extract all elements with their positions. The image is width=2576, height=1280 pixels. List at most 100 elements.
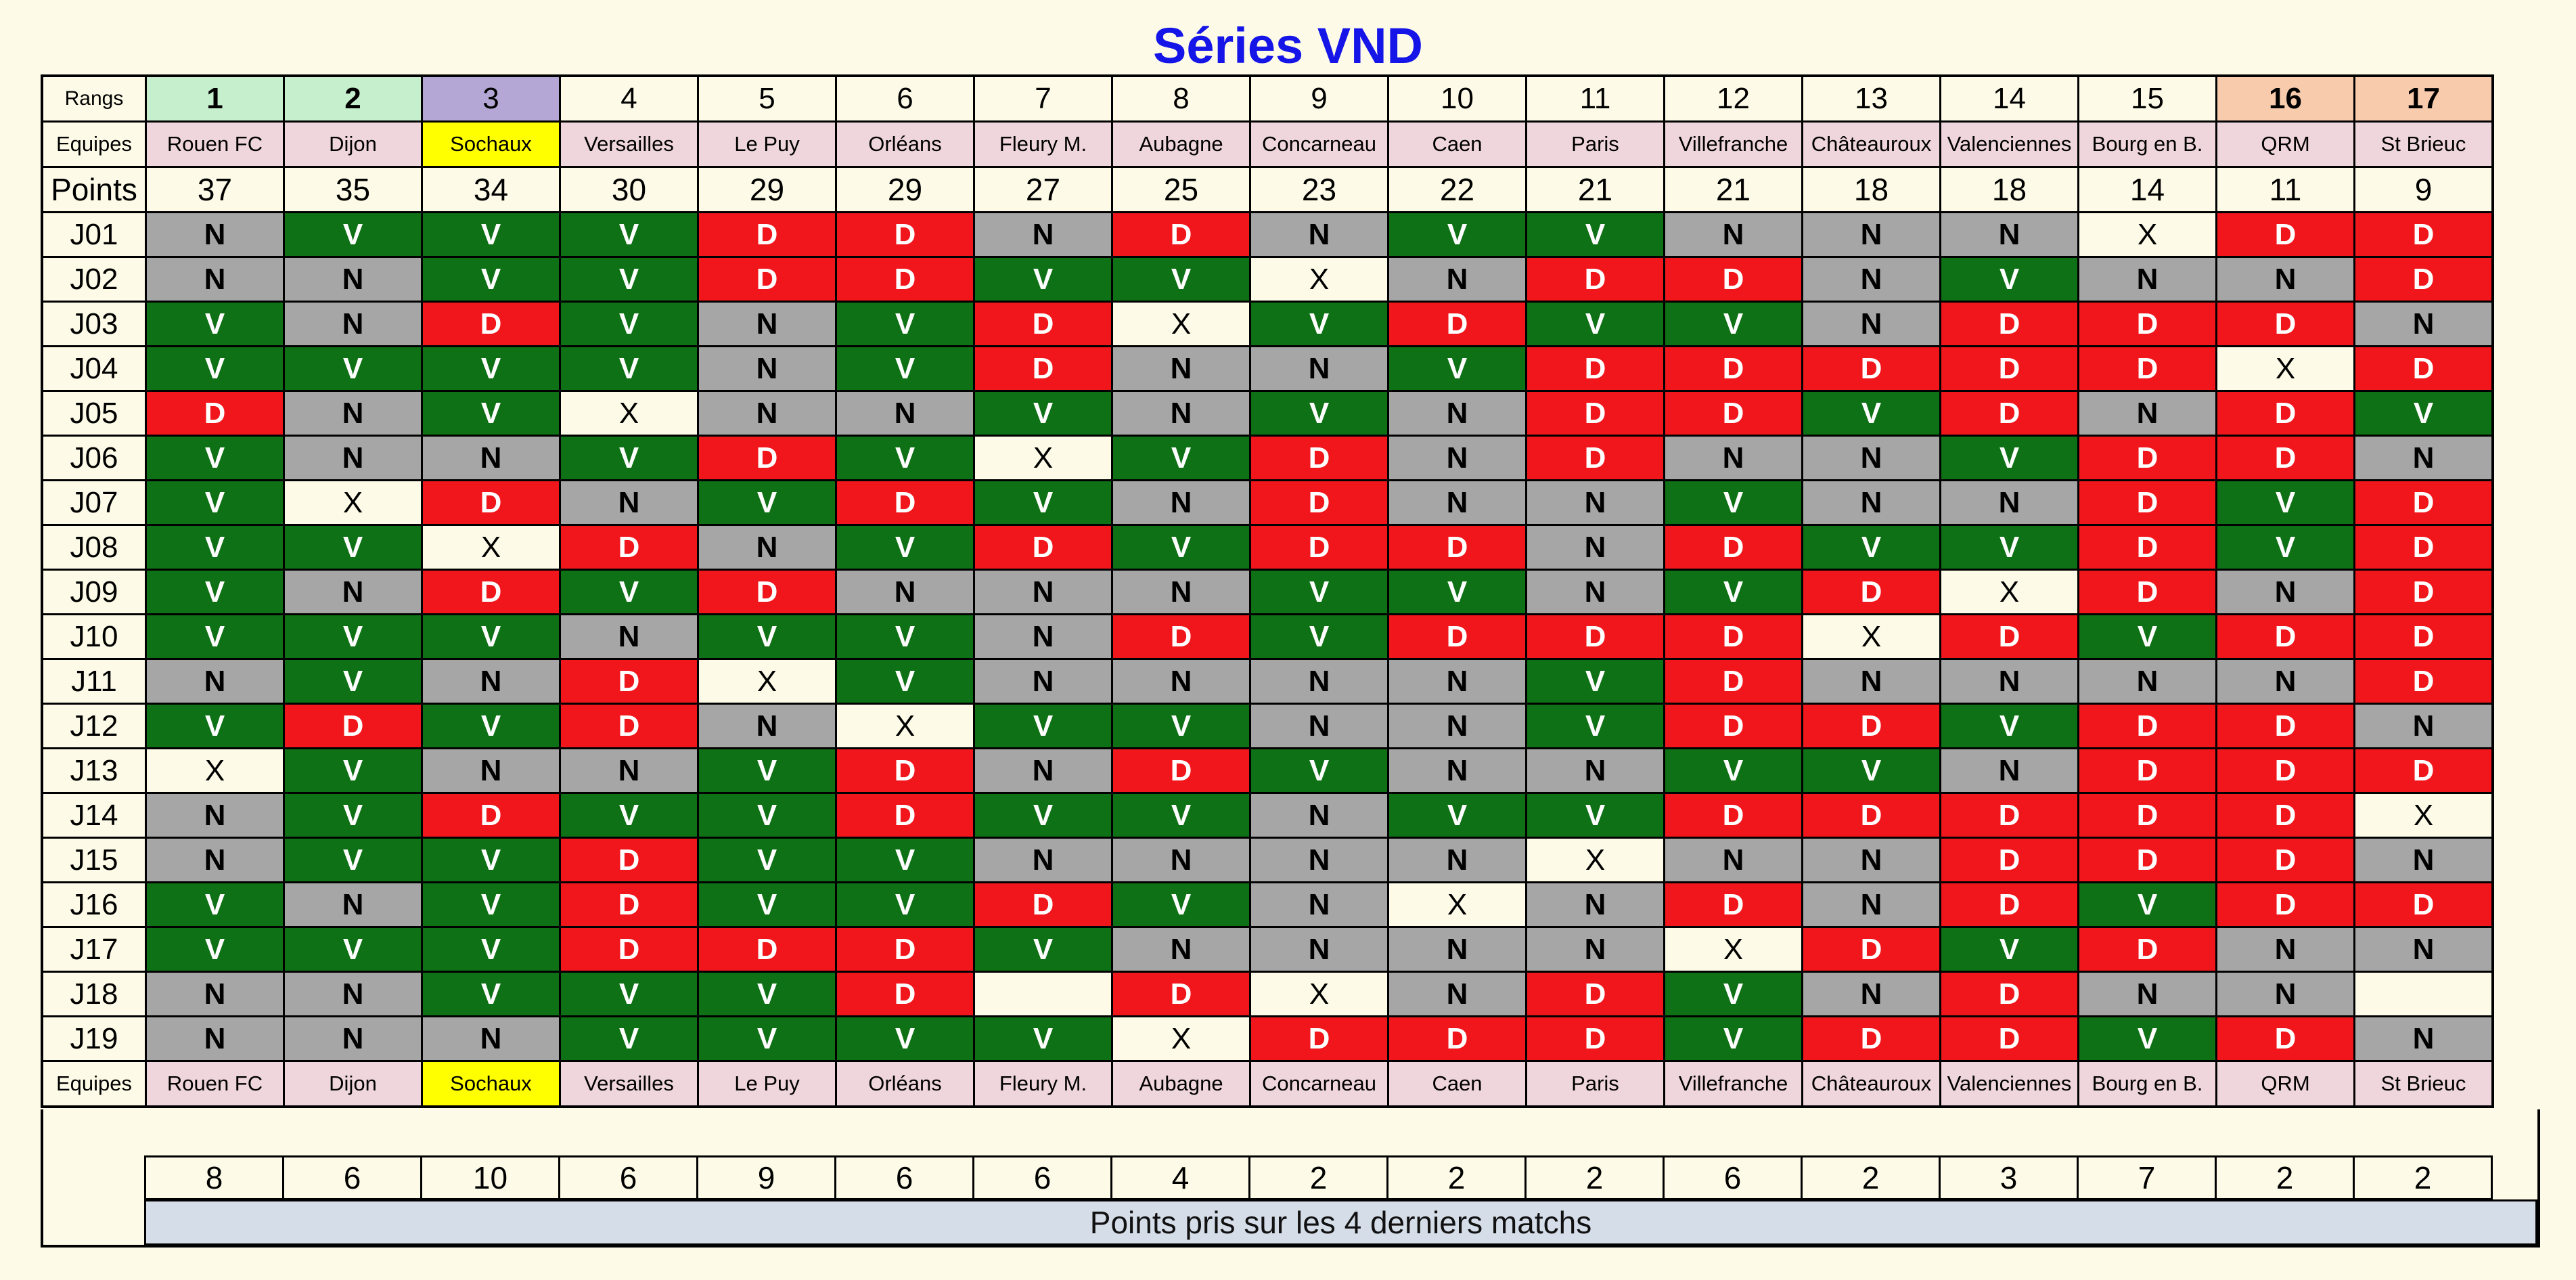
result-cell: X	[1249, 256, 1389, 303]
result-cell: V	[145, 703, 285, 749]
rank-cell: 4	[559, 74, 699, 123]
team-name-cell: Paris	[1525, 120, 1665, 168]
result-cell: D	[559, 524, 699, 571]
rank-cell: 5	[697, 74, 837, 123]
result-cell: D	[559, 703, 699, 749]
result-cell: N	[1525, 881, 1665, 928]
matchday-label: J02	[41, 256, 147, 303]
result-cell: D	[559, 881, 699, 928]
rank-cell: 15	[2077, 74, 2217, 123]
team-name-cell: Versailles	[559, 1060, 699, 1108]
result-cell: V	[1111, 256, 1251, 303]
result-cell: N	[697, 390, 837, 437]
result-cell: D	[1249, 1015, 1389, 1062]
result-cell: V	[145, 926, 285, 973]
result-cell: D	[2215, 301, 2355, 347]
result-cell: V	[421, 703, 561, 749]
team-name-cell: Bourg en B.	[2077, 1060, 2217, 1108]
result-cell: D	[697, 256, 837, 303]
rank-cell: 17	[2353, 74, 2494, 123]
matchday-label: J09	[41, 569, 147, 615]
points-cell: 29	[835, 166, 975, 213]
result-cell: N	[1387, 971, 1527, 1017]
points-cell: 30	[559, 166, 699, 213]
matchday-row: J12 V D V D N X V V N N V D D V D D N	[41, 703, 2494, 749]
result-cell: D	[1801, 345, 1941, 392]
result-cell: N	[2215, 926, 2355, 973]
result-cell: N	[2353, 301, 2494, 347]
result-cell: D	[1939, 301, 2079, 347]
rank-cell: 12	[1663, 74, 1803, 123]
rank-cell: 14	[1939, 74, 2079, 123]
result-cell: V	[145, 881, 285, 928]
result-cell: D	[421, 479, 561, 526]
result-cell: D	[559, 837, 699, 883]
result-cell: D	[697, 569, 837, 615]
result-cell: D	[1387, 301, 1527, 347]
result-cell: N	[1525, 926, 1665, 973]
result-cell: D	[2215, 435, 2355, 481]
matchday-row: J10 V V V N V V N D V D D D X D V D D	[41, 613, 2494, 660]
matchday-label: J10	[41, 613, 147, 660]
matchday-label: J15	[41, 837, 147, 883]
last4-cell: 6	[834, 1155, 974, 1200]
points-cell: 27	[973, 166, 1113, 213]
result-cell: D	[1663, 658, 1803, 705]
result-cell: D	[1111, 747, 1251, 794]
result-cell: V	[1663, 1015, 1803, 1062]
result-cell: N	[1387, 256, 1527, 303]
team-name-cell: Châteauroux	[1801, 120, 1941, 168]
result-cell: N	[973, 211, 1113, 258]
result-cell: N	[973, 747, 1113, 794]
rank-row: Rangs 1 2 3 4 5 6 7 8 9 10 11 12 13 14 15 16 17	[41, 74, 2494, 123]
result-cell: N	[2353, 435, 2494, 481]
matchday-row: J01 N V V V D D N D N V V N N N X D D	[41, 211, 2494, 258]
last4-cell: 2	[2215, 1155, 2355, 1200]
team-name-cell: Villefranche	[1663, 120, 1803, 168]
matchday-row: J09 V N D V D N N N V V N V D X D N D	[41, 569, 2494, 615]
result-cell: N	[145, 837, 285, 883]
result-cell: V	[1525, 211, 1665, 258]
result-cell: X	[1249, 971, 1389, 1017]
team-row: Equipes Rouen FC Dijon Sochaux Versailles Le …	[41, 120, 2494, 168]
team-name-cell: Le Puy	[697, 1060, 837, 1108]
result-cell: D	[2353, 613, 2494, 660]
result-cell: V	[421, 971, 561, 1017]
result-cell: X	[1939, 569, 2079, 615]
points-cell: 37	[145, 166, 285, 213]
result-cell: V	[1249, 613, 1389, 660]
result-cell: D	[1111, 971, 1251, 1017]
page-title: Séries VND	[1153, 18, 1423, 74]
team-name-cell: Aubagne	[1111, 1060, 1251, 1108]
result-cell: V	[1939, 256, 2079, 303]
result-cell: V	[421, 211, 561, 258]
result-cell: N	[835, 390, 975, 437]
result-cell: D	[1939, 345, 2079, 392]
result-cell: D	[2353, 479, 2494, 526]
result-cell: V	[421, 613, 561, 660]
result-cell: D	[973, 881, 1113, 928]
points-row: Points 37 35 34 30 29 29 27 25 23 22 21 21 18 18 14 11 9	[41, 166, 2494, 213]
result-cell: N	[973, 613, 1113, 660]
result-cell: D	[1663, 792, 1803, 839]
result-cell: D	[1663, 256, 1803, 303]
points-cell: 18	[1801, 166, 1941, 213]
result-cell: D	[559, 658, 699, 705]
rank-cell: 7	[973, 74, 1113, 123]
team-row-label: Equipes	[41, 120, 147, 168]
matchday-row: J19 N N N V V V V X D D D V D D V D N	[41, 1015, 2494, 1062]
team-name-cell: Caen	[1387, 120, 1527, 168]
matchday-label: J03	[41, 301, 147, 347]
result-cell: N	[1525, 747, 1665, 794]
result-cell: D	[2077, 837, 2217, 883]
result-cell: V	[559, 256, 699, 303]
result-cell: N	[1249, 345, 1389, 392]
result-cell: V	[421, 345, 561, 392]
points-cell: 18	[1939, 166, 2079, 213]
result-cell: V	[835, 881, 975, 928]
team-name-cell: St Brieuc	[2353, 1060, 2494, 1108]
matchday-label: J12	[41, 703, 147, 749]
rank-cell: 8	[1111, 74, 1251, 123]
rank-cell: 13	[1801, 74, 1941, 123]
result-cell: D	[1111, 211, 1251, 258]
